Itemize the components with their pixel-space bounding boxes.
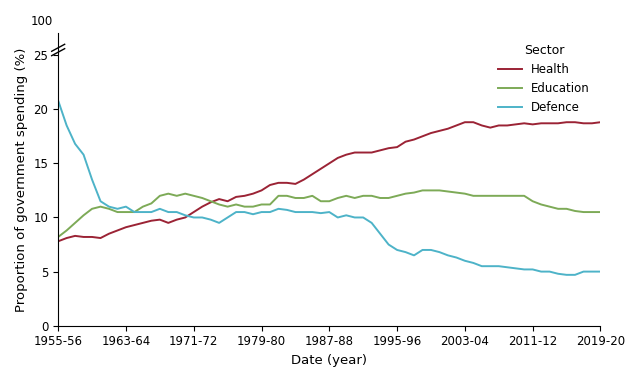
Text: 100: 100 <box>31 15 52 28</box>
Legend: Health, Education, Defence: Health, Education, Defence <box>493 39 595 118</box>
X-axis label: Date (year): Date (year) <box>291 354 367 367</box>
Y-axis label: Proportion of government spending (%): Proportion of government spending (%) <box>15 47 28 312</box>
